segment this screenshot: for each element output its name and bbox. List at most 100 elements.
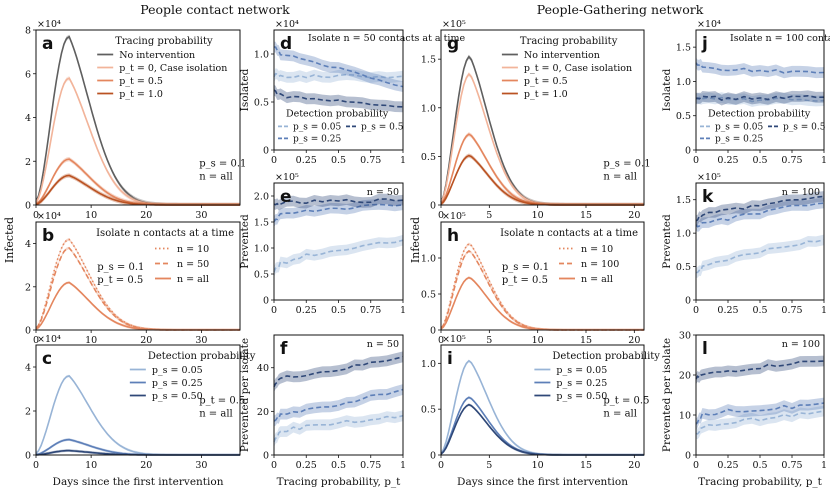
multiplier-b: ×10⁴ (37, 211, 61, 222)
ytick-label-g: 0.5 (421, 152, 436, 163)
legend-label-d-0: p_s = 0.05 (293, 122, 341, 132)
legend-label-b-0: n = 10 (177, 244, 209, 255)
band-k-1 (696, 197, 824, 232)
xtick-label-g: 15 (580, 210, 592, 221)
axes-i (440, 344, 645, 456)
title-j: Isolate n = 100 contacts at a time (730, 33, 830, 44)
ytick-label-l: 0 (685, 451, 691, 462)
ytick-label-f: 20 (257, 407, 269, 418)
legend-title-i: Detection probability (552, 351, 660, 362)
xtick-label-j: 0.5 (752, 155, 767, 166)
legend-label-a-1: p_t = 0, Case isolation (119, 63, 227, 74)
ytick-label-d: 0.5 (254, 98, 269, 109)
title-right: People-Gathering network (537, 2, 704, 17)
xtick-label-j: 0 (693, 155, 699, 166)
band-l-0 (696, 405, 824, 440)
xtick-label-l: 1 (821, 460, 827, 471)
xtick-label-a: 0 (33, 210, 39, 221)
panel-letter-c: c (42, 349, 52, 369)
panel-letter-e: e (280, 187, 292, 207)
panel-letter-f: f (280, 339, 288, 359)
xtick-label-h: 10 (532, 335, 544, 346)
ytick-label-e: 2.0 (254, 192, 269, 203)
line-e-2 (273, 198, 404, 207)
legend-label-a-0: No intervention (119, 50, 195, 61)
xtick-label-k: 0.5 (752, 305, 767, 316)
legend-label-i-0: p_s = 0.05 (556, 365, 607, 376)
ytick-label-a: 4 (25, 113, 31, 124)
line-l-1 (695, 402, 825, 425)
xtick-label-j: 0.75 (781, 155, 802, 166)
multiplier-c: ×10⁴ (37, 334, 61, 345)
annotation-g-0: p_s = 0.1 (603, 159, 650, 170)
legend-title-b: Isolate n contacts at a time (96, 228, 234, 239)
axes-l (695, 334, 825, 456)
xtick-label-l: 0.75 (781, 460, 802, 471)
panel-letter-j: j (701, 34, 708, 54)
panel-b: 0 2 4 0 10 20 30 ×10⁴ b Isolate n contacts at a t… (25, 211, 241, 346)
xlabel-l: Tracing probability, p_t (698, 476, 823, 488)
legend-label-h-2: n = all (581, 274, 613, 285)
panel-k: 0 0.5 1.0 1.5 0 0.25 0.5 0.75 1 ×10⁵ Prevented k n =… (661, 172, 827, 316)
band-d-0 (274, 68, 403, 84)
band-e-1 (274, 199, 403, 228)
ytick-label-a: 8 (25, 26, 31, 37)
panel-letter-a: a (42, 34, 53, 54)
ytick-label-f: 40 (257, 363, 269, 374)
ytick-label-g: 1.0 (421, 103, 436, 114)
annotation-a-1: n = all (199, 172, 233, 183)
annotation-a-0: p_s = 0.1 (199, 159, 246, 170)
ytick-label-j: 0.5 (676, 111, 691, 122)
title-left: People contact network (140, 2, 290, 17)
band-e-2 (274, 193, 403, 211)
line-k-0 (695, 239, 825, 274)
band-d-2 (274, 84, 403, 113)
legend-title-g: Tracing probability (520, 36, 618, 47)
xlabel-i: Days since the first intervention (457, 476, 628, 488)
ytick-label-i: 1.0 (421, 359, 436, 370)
xtick-label-h: 5 (486, 335, 492, 346)
ytick-label-g: 0 (430, 201, 436, 212)
xtick-label-c: 0 (33, 460, 39, 471)
line-d-2 (273, 89, 404, 108)
multiplier-i: ×10⁵ (442, 334, 466, 345)
line-b-2 (35, 281, 240, 331)
legend-title-h: Isolate n contacts at a time (500, 228, 638, 239)
ytick-label-e: 1.0 (254, 244, 269, 255)
xtick-label-l: 0.5 (752, 460, 767, 471)
xtick-label-h: 15 (580, 335, 592, 346)
xtick-label-k: 0 (693, 305, 699, 316)
xtick-label-g: 10 (532, 210, 544, 221)
band-l-1 (696, 397, 824, 430)
ytick-label-i: 0 (430, 451, 436, 462)
xtick-label-c: 10 (85, 460, 97, 471)
xtick-label-i: 10 (532, 460, 544, 471)
legend-label-i-1: p_s = 0.25 (556, 378, 607, 389)
xtick-label-b: 10 (85, 335, 97, 346)
band-l-2 (696, 355, 824, 385)
band-k-0 (696, 234, 824, 278)
line-j-1 (695, 62, 825, 74)
annotation-l-0: n = 100 (782, 339, 820, 350)
ytick-label-d: 1.0 (254, 50, 269, 61)
line-j-2 (695, 94, 825, 101)
xtick-label-g: 0 (438, 210, 444, 221)
xtick-label-k: 1 (821, 305, 827, 316)
ytick-label-e: 0.5 (254, 270, 269, 281)
ytick-label-k: 0.5 (676, 262, 691, 273)
xtick-label-k: 0.75 (781, 305, 802, 316)
band-b-1 (36, 246, 240, 330)
xtick-label-g: 5 (486, 210, 492, 221)
legend-label-g-2: p_t = 0.5 (524, 76, 568, 87)
legend-label-j-2: p_s = 0.5 (783, 122, 826, 132)
xtick-label-f: 1 (400, 460, 406, 471)
panel-letter-k: k (702, 187, 714, 207)
legend-label-g-0: No intervention (524, 50, 600, 61)
ylabel-f: Prevented per isolate (239, 338, 251, 452)
xtick-label-a: 20 (140, 210, 152, 221)
xtick-label-l: 0.25 (717, 460, 738, 471)
line-j-0 (695, 96, 825, 103)
xtick-label-e: 0.25 (296, 305, 317, 316)
xtick-label-c: 20 (140, 460, 152, 471)
